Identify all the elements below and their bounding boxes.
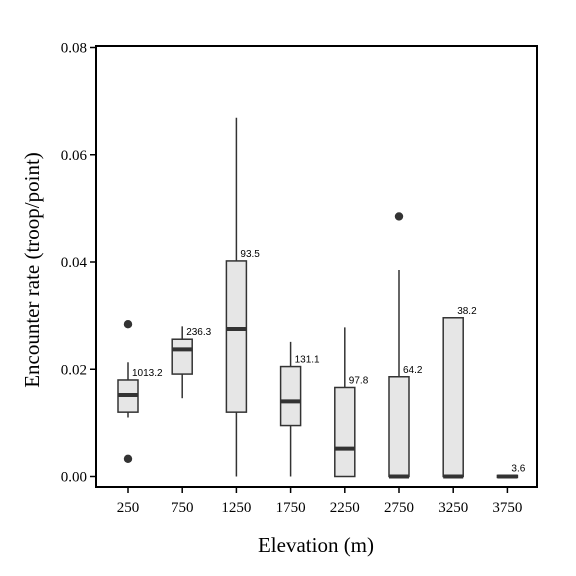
box-iqr xyxy=(279,365,302,427)
box-value-label: 236.3 xyxy=(186,327,211,338)
y-tick-label: 0.00 xyxy=(61,470,87,486)
x-tick-label: 3750 xyxy=(492,500,522,516)
box-value-label: 131.1 xyxy=(295,355,320,366)
box-iqr xyxy=(388,376,410,478)
x-tick-label: 3250 xyxy=(438,500,468,516)
box-value-label: 3.6 xyxy=(511,463,525,474)
box-value-label: 97.8 xyxy=(349,375,369,386)
box-iqr xyxy=(171,338,193,375)
box-2750: 64.2 xyxy=(388,212,423,479)
box-iqr xyxy=(225,260,248,413)
box-value-label: 38.2 xyxy=(457,306,477,317)
x-tick-label: 2250 xyxy=(330,500,360,516)
y-tick-label: 0.04 xyxy=(61,255,88,271)
box-250: 1013.2 xyxy=(117,320,163,464)
box-value-label: 93.5 xyxy=(240,249,260,260)
y-tick-label: 0.08 xyxy=(61,41,87,57)
box-750: 236.3 xyxy=(171,326,212,399)
box-series: 1013.2 236.3 93.5 131.1 97.8 64.2 38.2 3.6 xyxy=(117,117,526,479)
y-axis: 0.00 0.02 0.04 0.06 0.08 xyxy=(61,41,96,486)
box-iqr xyxy=(442,317,464,478)
outlier-point xyxy=(394,212,404,221)
box-1750: 131.1 xyxy=(279,341,320,477)
box-2250: 97.8 xyxy=(334,327,369,478)
outlier-point xyxy=(123,320,133,329)
y-tick-label: 0.06 xyxy=(61,148,88,164)
x-tick-label: 2750 xyxy=(384,500,414,516)
x-axis: 250 750 1250 1750 2250 2750 3250 3750 xyxy=(117,487,522,516)
x-tick-label: 1250 xyxy=(221,500,251,516)
box-value-label: 64.2 xyxy=(403,365,423,376)
box-3750: 3.6 xyxy=(496,463,526,479)
y-tick-label: 0.02 xyxy=(61,362,87,378)
x-axis-label: Elevation (m) xyxy=(258,533,374,557)
x-tick-label: 1750 xyxy=(276,500,306,516)
x-tick-label: 250 xyxy=(117,500,140,516)
outlier-point xyxy=(123,454,133,464)
x-tick-label: 750 xyxy=(171,500,194,516)
box-3250: 38.2 xyxy=(442,306,477,479)
box-iqr xyxy=(334,386,356,478)
box-value-label: 1013.2 xyxy=(132,368,163,379)
y-axis-label: Encounter rate (troop/point) xyxy=(20,152,44,388)
plot-frame xyxy=(95,45,538,488)
box-1250: 93.5 xyxy=(225,117,260,477)
